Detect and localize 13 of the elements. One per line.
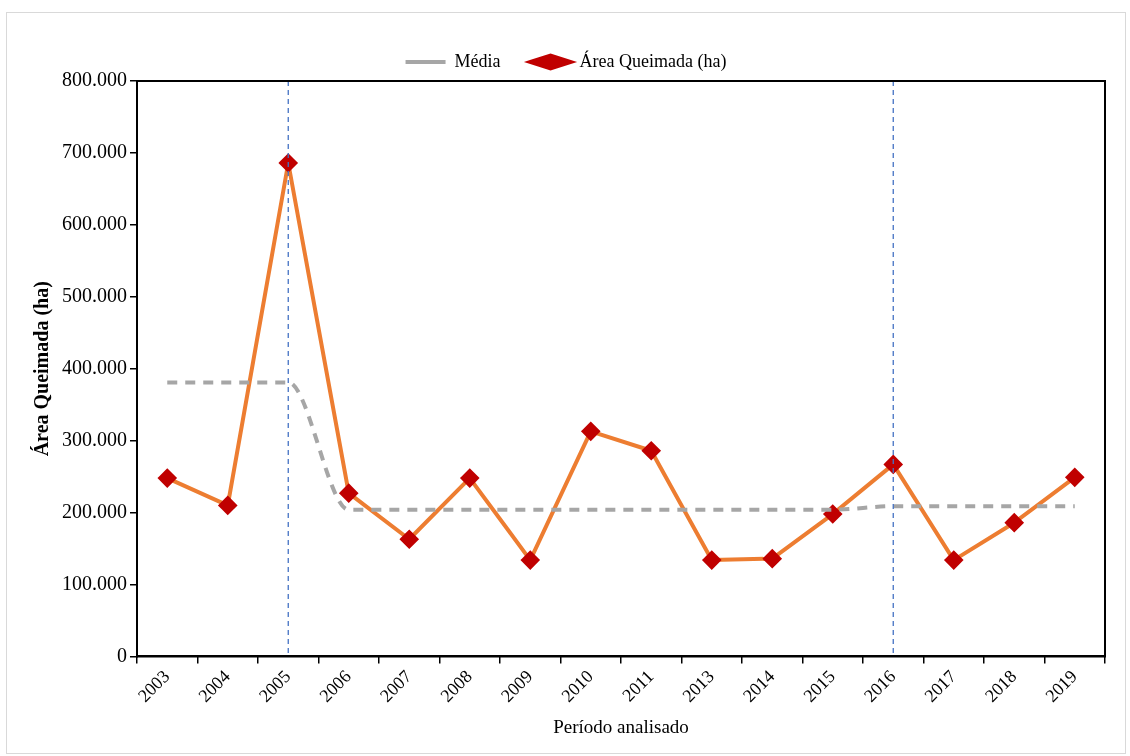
y-tick-label: 600.000 xyxy=(62,212,127,235)
legend-label: Média xyxy=(454,50,501,71)
y-axis-title: Área Queimada (ha) xyxy=(30,281,54,457)
legend-label: Área Queimada (ha) xyxy=(579,49,727,72)
y-tick-label: 800.000 xyxy=(62,68,127,91)
y-tick-label: 500.000 xyxy=(62,284,127,307)
y-tick-label: 100.000 xyxy=(62,571,127,594)
y-tick-label: 200.000 xyxy=(62,499,127,522)
y-tick-label: 0 xyxy=(117,643,127,666)
y-tick-label: 400.000 xyxy=(62,355,127,378)
x-axis-title: Período analisado xyxy=(553,715,689,737)
y-tick-label: 700.000 xyxy=(62,140,127,163)
y-tick-label: 300.000 xyxy=(62,427,127,450)
